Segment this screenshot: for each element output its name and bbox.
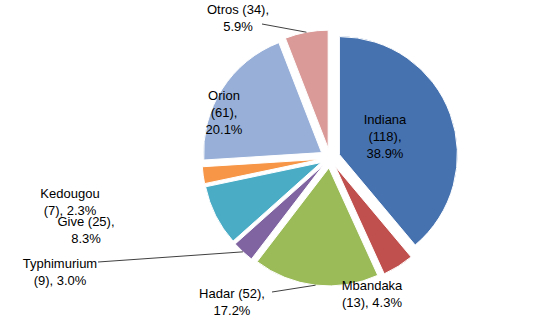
data-labels: Indiana (118), 38.9% Mbandaka (13), 4.3% Hada… <box>23 2 407 318</box>
data-label: Kedougou (7), 2.3% <box>40 186 99 218</box>
label-part: Orion <box>208 88 240 103</box>
label-part: Hadar <box>199 286 235 301</box>
pie-slice <box>202 159 320 183</box>
label-part: Typhimurium <box>23 256 97 271</box>
data-label: Hadar (52), 17.2% <box>199 286 265 318</box>
pie-slice <box>285 30 328 148</box>
leader-line <box>262 24 306 32</box>
data-label: Mbandaka (13), 4.3% <box>342 278 403 310</box>
label-part: 3.0% <box>53 273 87 288</box>
label-part: Kedougou <box>40 186 99 201</box>
data-label: Orion (61), 20.1% <box>206 88 243 137</box>
label-part: (52), <box>235 286 265 301</box>
label-part: 8.3% <box>71 231 101 246</box>
data-label: Typhimurium (9), 3.0% <box>23 256 97 288</box>
label-part: Otros <box>207 2 239 17</box>
chart: Indiana (118), 38.9% Mbandaka (13), 4.3% Hada… <box>0 0 550 322</box>
slices <box>202 30 457 286</box>
label-part: Mbandaka <box>342 278 403 293</box>
label-part: (118), <box>369 129 402 144</box>
label-part: (7), <box>44 203 64 218</box>
label-part: 20.1% <box>206 122 243 137</box>
data-label: Give (25),8.3% <box>57 214 114 246</box>
label-part: 5.9% <box>223 19 253 34</box>
label-part: (13), <box>342 295 369 310</box>
label-part: (61), <box>211 105 238 120</box>
label-part: 2.3% <box>63 203 97 218</box>
label-part: (9), <box>34 273 54 288</box>
label-part: Indiana <box>364 112 407 127</box>
label-part: 4.3% <box>369 295 403 310</box>
label-part: (34), <box>239 2 269 17</box>
leader-line <box>98 252 243 262</box>
data-label: Indiana (118), 38.9% <box>364 112 407 161</box>
label-part: 17.2% <box>214 303 251 318</box>
data-label: Otros (34), 5.9% <box>207 2 269 34</box>
leader-line <box>272 285 316 292</box>
label-part: 38.9% <box>367 146 404 161</box>
